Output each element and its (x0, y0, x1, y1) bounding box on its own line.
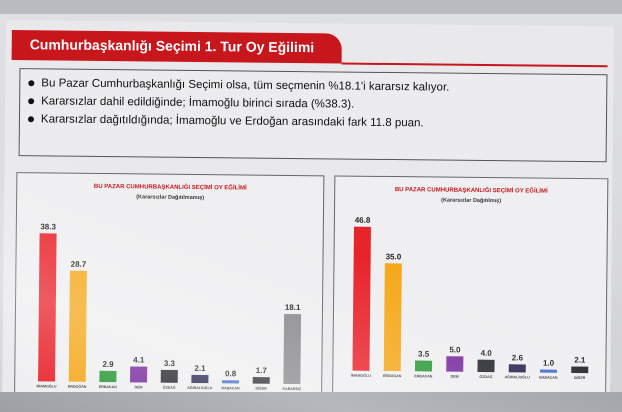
bar-chart-undecided-distributed: BU PAZAR CUMHURBAŞKANLIĞI SEÇİMİ OY EĞİL… (351, 185, 589, 380)
category-label: ÖZDAĞ (163, 385, 176, 390)
summary-box: Bu Pazar Cumhurbaşkanlığı Seçimi olsa, t… (18, 68, 608, 163)
summary-bullet-2: Kararsızlar dahil edildiğinde; İmamoğlu … (28, 95, 355, 111)
category-label: İMAMOĞLU (351, 373, 371, 378)
bar-5 (508, 364, 526, 373)
category-label: ÖZDAĞ (479, 374, 492, 379)
bar-8 (283, 313, 302, 385)
bar-value-label: 1.7 (256, 366, 268, 375)
bar-value-label: 2.1 (194, 364, 206, 373)
bar-value-label: 18.1 (285, 303, 301, 312)
bar-value-label: 4.1 (133, 355, 145, 364)
bar-2 (414, 360, 433, 372)
category-label: ERBAKAN (99, 385, 117, 389)
category-label: İMAMOĞLU (36, 383, 56, 388)
category-label: DİĞER (574, 375, 586, 380)
bar-value-label: 2.6 (512, 353, 524, 362)
bar-chart-undecided-included: BU PAZAR CUMHURBAŞKANLIĞI SEÇİMİ OY EĞİL… (36, 182, 302, 391)
chart-panel-undecided-distributed: BU PAZAR CUMHURBAŞKANLIĞI SEÇİMİ OY EĞİL… (332, 175, 609, 403)
category-label: DİĞER (255, 386, 267, 391)
category-label: KARARSIZ (283, 387, 302, 391)
bar-value-label: 46.8 (355, 216, 371, 225)
summary-bullet-1: Bu Pazar Cumhurbaşkanlığı Seçimi olsa, t… (28, 77, 450, 94)
bar-6 (539, 369, 557, 373)
bar-1 (68, 270, 87, 382)
bullet-dot-icon (27, 116, 34, 123)
bar-value-label: 4.0 (481, 349, 493, 358)
presentation-slide: Cumhurbaşkanlığı Seçimi 1. Tur Oy Eğilim… (2, 20, 614, 407)
bar-4 (477, 359, 495, 373)
bullet-dot-icon (28, 98, 35, 105)
bar-value-label: 5.0 (449, 345, 461, 354)
bar-7 (252, 377, 270, 384)
chart-subtitle: (Kararsızlar Dağıtılmamış) (136, 194, 204, 201)
bar-4 (160, 369, 178, 383)
category-label: DEM (451, 375, 459, 379)
chart-panel-undecided-included: BU PAZAR CUMHURBAŞKANLIĞI SEÇİMİ OY EĞİL… (14, 172, 325, 400)
category-label: ERBAKAN (414, 374, 432, 378)
bar-3 (130, 366, 148, 383)
bar-0 (352, 226, 371, 371)
chart-title: BU PAZAR CUMHURBAŞKANLIĞI SEÇİMİ OY EĞİL… (395, 185, 548, 195)
bar-value-label: 0.8 (225, 369, 237, 378)
bar-7 (571, 366, 589, 374)
title-underline (341, 62, 608, 68)
bar-value-label: 38.3 (40, 222, 56, 231)
bar-value-label: 3.5 (418, 350, 430, 359)
summary-bullet-text: Kararsızlar dağıtıldığında; İmamoğlu ve … (40, 113, 424, 130)
chart-subtitle: (Kararsızlar Dağıtılmış) (441, 198, 501, 205)
screen-bezel-bottom (0, 392, 622, 412)
bar-value-label: 1.0 (543, 359, 555, 368)
bar-value-label: 2.9 (102, 360, 114, 369)
category-label: AĞIRALİOĞLU (505, 374, 531, 379)
bar-5 (191, 374, 209, 384)
chart-title: BU PAZAR CUMHURBAŞKANLIĞI SEÇİMİ OY EĞİL… (94, 182, 247, 192)
bar-1 (383, 263, 402, 372)
category-label: BABACAN (539, 376, 558, 380)
bar-6 (222, 380, 240, 384)
bullet-dot-icon (28, 80, 35, 87)
bar-2 (99, 370, 117, 383)
screen-bezel-top (0, 0, 622, 14)
bar-value-label: 2.1 (574, 356, 586, 365)
summary-bullet-3: Kararsızlar dağıtıldığında; İmamoğlu ve … (27, 113, 424, 130)
category-label: ERDOĞAN (383, 373, 402, 378)
bar-0 (38, 233, 57, 382)
summary-bullet-text: Bu Pazar Cumhurbaşkanlığı Seçimi olsa, t… (41, 77, 450, 94)
category-label: DEM (134, 385, 142, 389)
bar-value-label: 28.7 (71, 260, 87, 269)
bar-3 (446, 356, 464, 372)
bar-value-label: 3.3 (164, 359, 176, 368)
category-label: BABACAN (221, 386, 240, 390)
category-label: AĞIRALİOĞLU (187, 385, 213, 390)
category-label: ERDOĞAN (68, 384, 87, 389)
summary-bullet-text: Kararsızlar dahil edildiğinde; İmamoğlu … (41, 95, 355, 111)
slide-title: Cumhurbaşkanlığı Seçimi 1. Tur Oy Eğilim… (29, 36, 315, 56)
title-banner: Cumhurbaşkanlığı Seçimi 1. Tur Oy Eğilim… (11, 30, 342, 64)
bar-value-label: 35.0 (386, 252, 402, 261)
